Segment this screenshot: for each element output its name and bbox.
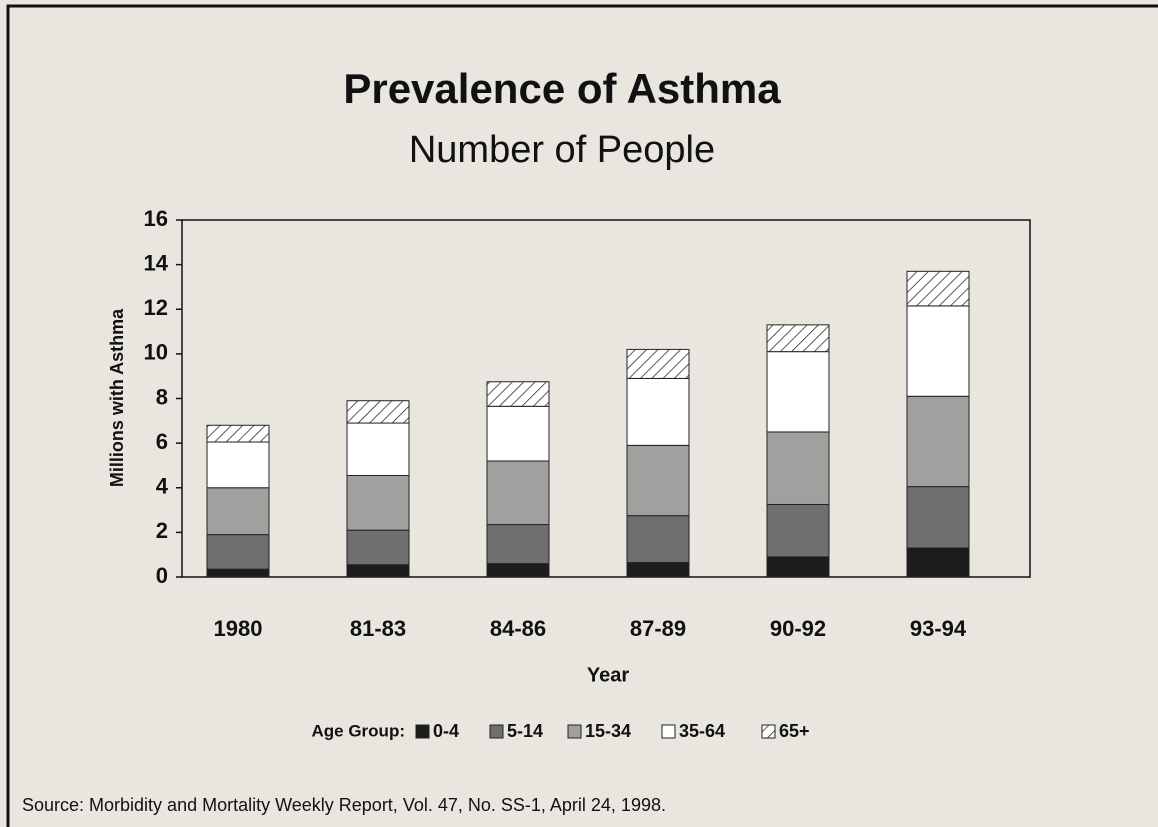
x-tick-label: 81-83 [350,616,406,641]
bar-segment [346,529,410,566]
y-tick-label: 8 [156,384,168,409]
y-tick-label: 16 [144,206,168,231]
bar-segment [906,486,970,549]
bar-segment [486,524,550,565]
bar-segment [766,431,830,505]
legend-swatch [661,724,676,739]
chart-title: Prevalence of Asthma [343,65,781,112]
legend-label: 65+ [779,721,810,741]
x-tick-label: 93-94 [910,616,967,641]
y-tick-label: 2 [156,518,168,543]
legend-swatch [415,724,430,739]
y-tick-label: 14 [144,250,169,275]
frame [6,4,1158,827]
bar-segment [626,561,690,578]
bar-segment [766,324,830,353]
x-tick-label: 84-86 [490,616,546,641]
bar-segment [906,270,970,307]
x-tick-label: 90-92 [770,616,826,641]
bar-segment [766,351,830,433]
bar-segment [626,515,690,563]
legend-swatch [489,724,504,739]
x-tick-label: 1980 [214,616,263,641]
legend-swatch [761,724,776,739]
bar-segment [486,460,550,526]
legend-label: 0-4 [433,721,459,741]
y-tick-label: 12 [144,295,168,320]
bar-segment [766,503,830,558]
bar-segment [206,534,270,570]
bar-segment [346,422,410,476]
legend-label: 15-34 [585,721,631,741]
bar-segment [206,441,270,489]
legend-swatch [567,724,582,739]
y-axis-label: Millions with Asthma [107,308,127,487]
bar-segment [486,381,550,407]
bar-segment [626,444,690,517]
bar-segment [346,400,410,424]
bar-segment [486,563,550,578]
y-tick-label: 0 [156,563,168,588]
legend-title: Age Group: [312,721,406,740]
source: Source: Morbidity and Mortality Weekly R… [22,795,666,815]
y-tick-label: 10 [144,340,168,365]
bar-segment [486,405,550,462]
bar-segment [206,568,270,578]
x-tick-label: 87-89 [630,616,686,641]
bar-segment [766,556,830,578]
bar-segment [626,348,690,379]
bar-segment [626,377,690,446]
y-tick-label: 6 [156,429,168,454]
bar-segment [346,564,410,578]
x-axis-label: Year [587,664,629,686]
bar-segment [906,305,970,397]
chart-subtitle: Number of People [409,129,715,171]
bar-segment [206,424,270,443]
bar-segment [346,474,410,531]
bar-segment [906,395,970,488]
bar-segment [906,547,970,578]
bar-segment [206,487,270,536]
legend-label: 35-64 [679,721,725,741]
legend-label: 5-14 [507,721,543,741]
y-tick-label: 4 [156,474,169,499]
